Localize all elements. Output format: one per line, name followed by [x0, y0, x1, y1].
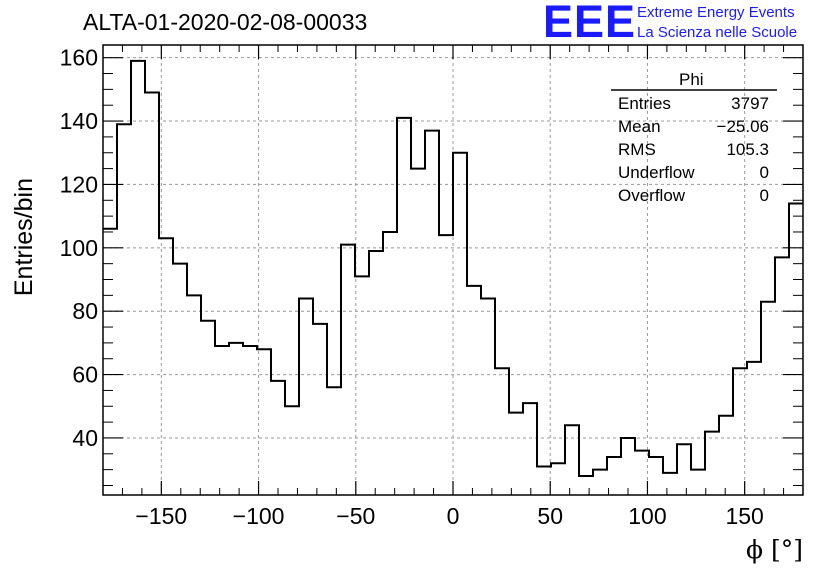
stats-label-rms: RMS: [618, 140, 656, 159]
x-tick-label: −150: [135, 503, 187, 529]
stats-value-overflow: 0: [759, 186, 769, 205]
logo-line-1: Extreme Energy Events: [637, 4, 795, 21]
y-tick-label: 40: [72, 425, 98, 451]
stats-value-mean: −25.06: [716, 117, 769, 136]
x-tick-label: 0: [447, 503, 460, 529]
logo-line-2: La Scienza nelle Scuole: [637, 24, 798, 41]
stats-value-entries: 3797: [731, 94, 769, 113]
grid: [103, 45, 803, 495]
histogram-line: [103, 59, 803, 477]
y-tick-label: 100: [60, 235, 98, 261]
stats-label-overflow: Overflow: [618, 186, 686, 205]
axis-ticks: [103, 45, 803, 495]
eee-logo: EEE: [543, 0, 637, 47]
y-tick-label: 140: [60, 108, 98, 134]
stats-value-rms: 105.3: [726, 140, 769, 159]
x-tick-label: 100: [628, 503, 666, 529]
stats-label-underflow: Underflow: [618, 163, 695, 182]
y-tick-label: 80: [72, 298, 98, 324]
x-tick-label: −100: [233, 503, 285, 529]
y-tick-label: 60: [72, 362, 98, 388]
histogram-title: ALTA-01-2020-02-08-00033: [83, 9, 368, 35]
y-tick-labels: 40 60 80 100 120 140 160: [60, 45, 98, 451]
stats-title: Phi: [679, 70, 704, 89]
x-axis-label: ϕ [°]: [746, 535, 803, 564]
x-tick-label: 50: [537, 503, 563, 529]
stats-label-mean: Mean: [618, 117, 661, 136]
stats-label-entries: Entries: [618, 94, 671, 113]
y-tick-label: 120: [60, 171, 98, 197]
x-tick-label: 150: [725, 503, 763, 529]
x-tick-label: −50: [336, 503, 375, 529]
y-axis-label: Entries/bin: [10, 178, 38, 296]
x-tick-labels: −150 −100 −50 0 50 100 150: [135, 503, 763, 529]
stats-value-underflow: 0: [759, 163, 769, 182]
y-tick-label: 160: [60, 45, 98, 71]
